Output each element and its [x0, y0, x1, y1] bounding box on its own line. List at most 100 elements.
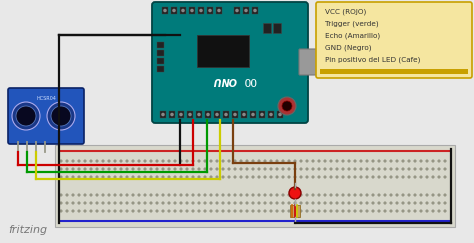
Circle shape — [282, 168, 284, 170]
Circle shape — [173, 210, 176, 212]
Circle shape — [288, 194, 290, 196]
Circle shape — [252, 202, 254, 204]
Circle shape — [246, 202, 248, 204]
FancyBboxPatch shape — [152, 2, 308, 123]
Text: GND (Negro): GND (Negro) — [325, 45, 372, 51]
Circle shape — [383, 202, 386, 204]
Circle shape — [330, 202, 332, 204]
Circle shape — [258, 194, 260, 196]
Circle shape — [132, 176, 134, 178]
Circle shape — [204, 202, 206, 204]
Circle shape — [222, 210, 224, 212]
Circle shape — [383, 210, 386, 212]
Circle shape — [324, 176, 326, 178]
Circle shape — [378, 168, 380, 170]
Circle shape — [401, 202, 404, 204]
Circle shape — [120, 176, 122, 178]
Circle shape — [216, 160, 219, 162]
Circle shape — [278, 113, 282, 116]
Circle shape — [84, 168, 86, 170]
Circle shape — [66, 194, 68, 196]
Circle shape — [414, 168, 416, 170]
Circle shape — [126, 194, 128, 196]
Circle shape — [170, 113, 174, 116]
Circle shape — [234, 168, 237, 170]
Circle shape — [210, 160, 212, 162]
Circle shape — [108, 168, 110, 170]
Circle shape — [426, 210, 428, 212]
Circle shape — [198, 210, 201, 212]
FancyBboxPatch shape — [8, 88, 84, 144]
Circle shape — [204, 176, 206, 178]
Circle shape — [312, 194, 314, 196]
Circle shape — [114, 176, 116, 178]
Circle shape — [390, 168, 392, 170]
Circle shape — [378, 160, 380, 162]
Circle shape — [318, 210, 320, 212]
Circle shape — [414, 194, 416, 196]
Circle shape — [354, 194, 356, 196]
Circle shape — [150, 168, 152, 170]
Circle shape — [198, 194, 201, 196]
Circle shape — [138, 168, 140, 170]
Circle shape — [264, 210, 266, 212]
Circle shape — [72, 168, 74, 170]
Circle shape — [72, 160, 74, 162]
Bar — [157, 50, 164, 56]
Circle shape — [155, 202, 158, 204]
Circle shape — [276, 210, 278, 212]
Circle shape — [432, 160, 434, 162]
Circle shape — [288, 160, 290, 162]
Circle shape — [186, 168, 188, 170]
Bar — [157, 42, 164, 48]
Circle shape — [348, 168, 350, 170]
Circle shape — [228, 210, 230, 212]
Circle shape — [444, 176, 447, 178]
Circle shape — [336, 160, 338, 162]
Circle shape — [246, 176, 248, 178]
Circle shape — [144, 210, 146, 212]
Circle shape — [108, 202, 110, 204]
Circle shape — [172, 9, 176, 12]
Circle shape — [66, 202, 68, 204]
Circle shape — [72, 194, 74, 196]
Text: ONU: ONU — [213, 75, 237, 85]
Circle shape — [312, 210, 314, 212]
Circle shape — [260, 113, 264, 116]
Circle shape — [390, 194, 392, 196]
Circle shape — [186, 210, 188, 212]
Circle shape — [300, 210, 302, 212]
Bar — [243, 7, 249, 14]
Circle shape — [258, 176, 260, 178]
Circle shape — [282, 194, 284, 196]
Circle shape — [401, 160, 404, 162]
Circle shape — [198, 202, 201, 204]
Circle shape — [336, 202, 338, 204]
Circle shape — [144, 160, 146, 162]
Circle shape — [306, 160, 308, 162]
Circle shape — [264, 194, 266, 196]
Bar — [162, 7, 168, 14]
Circle shape — [180, 160, 182, 162]
Circle shape — [126, 168, 128, 170]
Circle shape — [438, 176, 440, 178]
Circle shape — [222, 176, 224, 178]
Circle shape — [108, 160, 110, 162]
Bar — [259, 111, 265, 118]
Circle shape — [216, 202, 219, 204]
Bar — [252, 7, 258, 14]
Circle shape — [90, 176, 92, 178]
Circle shape — [234, 160, 237, 162]
Circle shape — [90, 160, 92, 162]
Circle shape — [78, 160, 80, 162]
Circle shape — [438, 210, 440, 212]
Circle shape — [324, 194, 326, 196]
Circle shape — [240, 194, 242, 196]
Circle shape — [210, 194, 212, 196]
Circle shape — [264, 168, 266, 170]
Circle shape — [336, 210, 338, 212]
Text: OO: OO — [243, 75, 257, 85]
Circle shape — [242, 113, 246, 116]
Circle shape — [251, 113, 255, 116]
Circle shape — [414, 176, 416, 178]
